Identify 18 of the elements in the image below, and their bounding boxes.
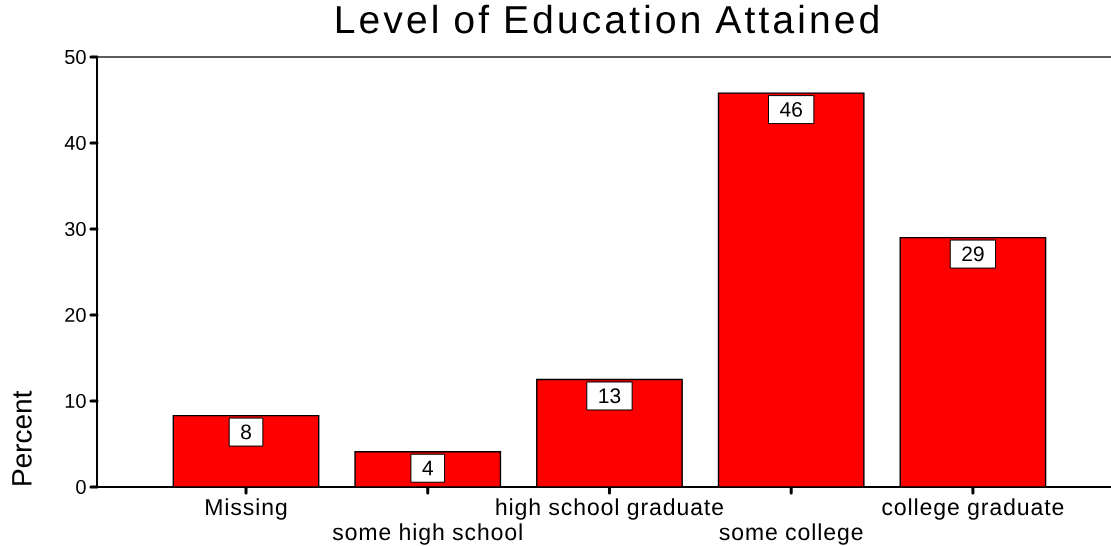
- y-axis-title: Percent: [12, 390, 32, 485]
- x-tick-label: college graduate: [882, 498, 1064, 520]
- y-tick-label: 40: [64, 135, 86, 151]
- data-label: 13: [599, 388, 621, 404]
- data-label: 29: [962, 246, 984, 262]
- x-tick-label: Missing: [206, 498, 287, 520]
- x-tick-label: high school graduate: [496, 498, 723, 520]
- y-tick-label: 50: [65, 49, 86, 65]
- y-tick-label: 0: [76, 479, 86, 495]
- data-label: 46: [780, 101, 802, 117]
- chart-title: Level of Education Attained: [336, 4, 878, 34]
- data-label: 8: [241, 424, 251, 440]
- y-tick-label: 30: [65, 221, 86, 237]
- data-label: 4: [422, 460, 433, 476]
- y-tick-label: 20: [65, 307, 86, 323]
- x-tick-label: some high school: [332, 523, 522, 545]
- x-tick-label: some college: [719, 523, 863, 545]
- y-tick-label: 10: [65, 393, 86, 409]
